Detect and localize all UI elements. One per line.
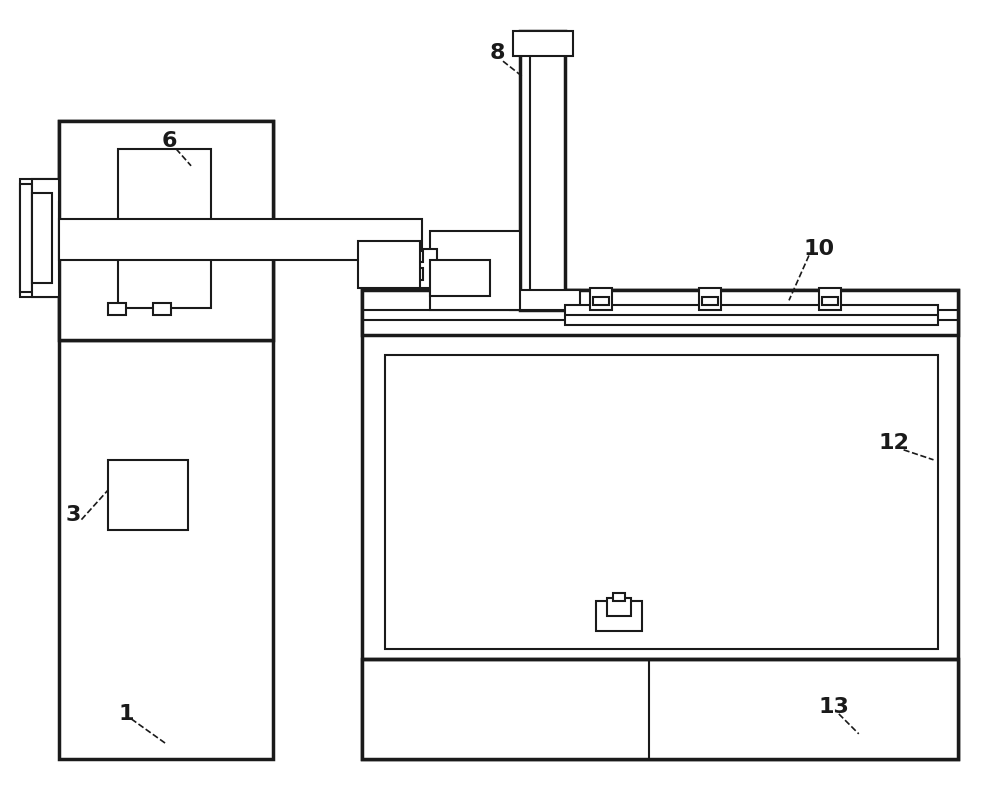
Bar <box>596 601 642 631</box>
Bar <box>415 249 437 288</box>
Text: 13: 13 <box>818 697 849 717</box>
Bar <box>510 291 580 311</box>
Text: 3: 3 <box>66 504 81 525</box>
Bar <box>613 593 625 601</box>
Text: 10: 10 <box>803 239 834 258</box>
Bar <box>593 297 609 305</box>
Bar <box>430 261 490 296</box>
Bar <box>118 148 211 308</box>
Bar <box>430 231 520 311</box>
Bar <box>565 305 938 325</box>
Bar <box>153 303 171 316</box>
Text: 8: 8 <box>489 44 505 63</box>
Bar <box>520 31 565 311</box>
Bar <box>822 297 838 305</box>
Bar <box>385 355 938 649</box>
Bar <box>59 121 273 759</box>
Bar <box>59 121 273 341</box>
Bar <box>108 303 126 316</box>
Text: 6: 6 <box>161 131 177 151</box>
Bar <box>699 288 721 311</box>
Bar <box>59 219 422 261</box>
Bar <box>362 291 958 335</box>
Bar <box>513 31 573 56</box>
Bar <box>20 184 32 292</box>
Bar <box>32 179 59 297</box>
Bar <box>20 179 59 297</box>
Bar <box>590 288 612 311</box>
Bar <box>362 291 958 759</box>
Bar <box>362 659 958 759</box>
Bar <box>108 460 188 529</box>
Bar <box>415 269 423 280</box>
Bar <box>702 297 718 305</box>
Bar <box>32 193 52 283</box>
Bar <box>607 598 631 617</box>
Text: 12: 12 <box>878 433 909 453</box>
Bar <box>358 240 420 288</box>
Bar <box>415 250 423 262</box>
Text: 1: 1 <box>119 704 134 724</box>
Bar <box>819 288 841 311</box>
